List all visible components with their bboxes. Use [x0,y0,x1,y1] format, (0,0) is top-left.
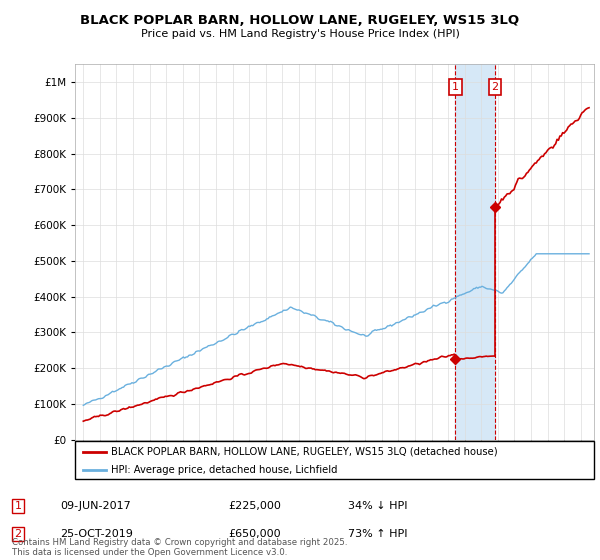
Text: BLACK POPLAR BARN, HOLLOW LANE, RUGELEY, WS15 3LQ (detached house): BLACK POPLAR BARN, HOLLOW LANE, RUGELEY,… [112,446,498,456]
Text: 34% ↓ HPI: 34% ↓ HPI [348,501,407,511]
Text: 73% ↑ HPI: 73% ↑ HPI [348,529,407,539]
Bar [455,64,495,440]
Text: 09-JUN-2017: 09-JUN-2017 [60,501,131,511]
Text: 25-OCT-2019: 25-OCT-2019 [60,529,133,539]
Text: 1: 1 [452,82,459,92]
Text: £650,000: £650,000 [228,529,281,539]
Text: HPI: Average price, detached house, Lichfield: HPI: Average price, detached house, Lich… [112,465,338,475]
Text: Contains HM Land Registry data © Crown copyright and database right 2025.
This d: Contains HM Land Registry data © Crown c… [12,538,347,557]
Text: £225,000: £225,000 [228,501,281,511]
Text: 2: 2 [491,82,499,92]
Text: BLACK POPLAR BARN, HOLLOW LANE, RUGELEY, WS15 3LQ: BLACK POPLAR BARN, HOLLOW LANE, RUGELEY,… [80,14,520,27]
Text: 1: 1 [14,501,22,511]
Text: Price paid vs. HM Land Registry's House Price Index (HPI): Price paid vs. HM Land Registry's House … [140,29,460,39]
Text: 2: 2 [14,529,22,539]
